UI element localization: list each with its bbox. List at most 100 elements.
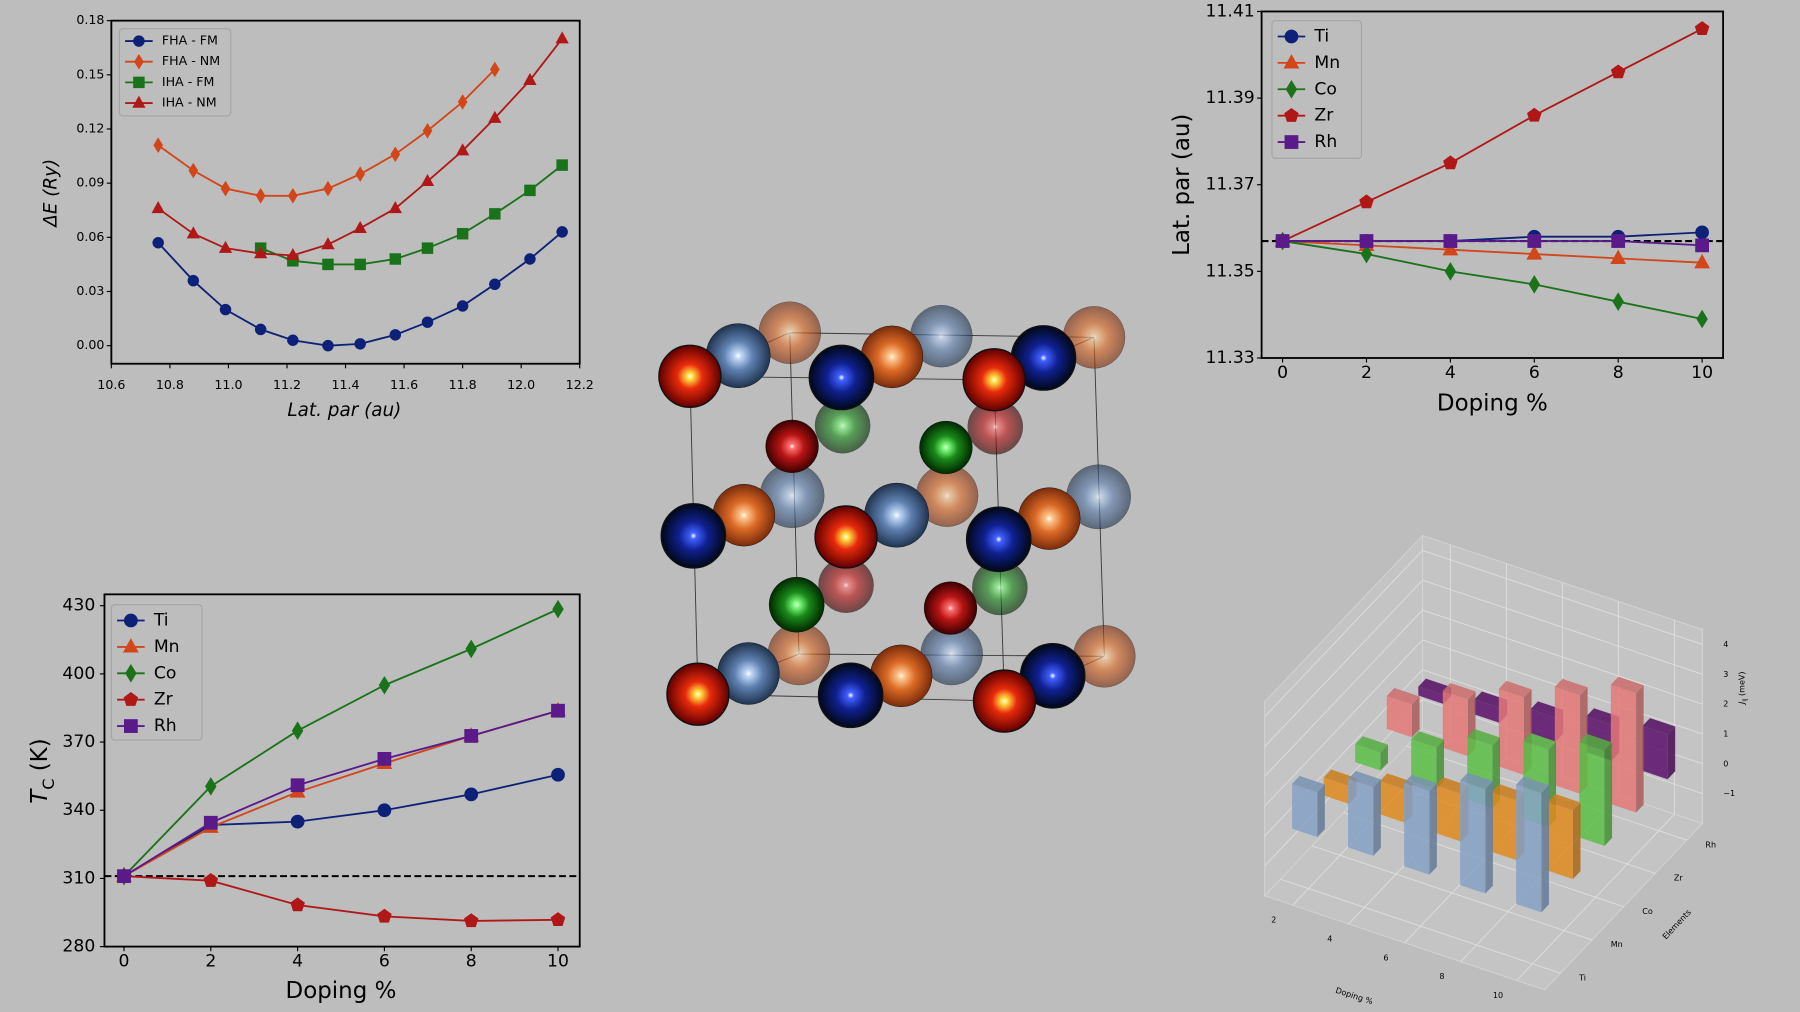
- legend-frame: [118, 28, 232, 117]
- legend-label: Co: [1314, 79, 1337, 99]
- bar-top: [1516, 776, 1549, 794]
- y-tick-label: 0.15: [76, 66, 104, 81]
- legend-label: FHA - FM: [162, 33, 218, 48]
- marker: [151, 201, 165, 214]
- bar-side: [1572, 802, 1581, 880]
- bar-top: [1348, 770, 1381, 788]
- marker: [378, 675, 391, 695]
- y-axis-label: ΔE (Ry): [41, 159, 62, 229]
- marker: [1611, 234, 1626, 248]
- x-tick-label: 8: [1439, 972, 1444, 981]
- x-tick-label: 2: [1361, 363, 1372, 383]
- marker: [254, 323, 267, 336]
- marker: [218, 240, 233, 253]
- bar: [1386, 688, 1420, 738]
- bar-front: [1323, 777, 1349, 804]
- marker: [1695, 225, 1709, 240]
- series-line: [123, 608, 559, 877]
- marker: [125, 663, 137, 683]
- bar: [1355, 736, 1388, 771]
- marker: [1360, 244, 1373, 264]
- z-axis-label-part: J: [1737, 701, 1746, 706]
- marker: [390, 146, 401, 163]
- marker: [1694, 21, 1710, 35]
- z-tick-label: 3: [1723, 670, 1728, 679]
- y-tick-label: Mn: [1611, 940, 1623, 949]
- bar-top: [1554, 678, 1588, 696]
- bar-front: [1554, 686, 1581, 794]
- marker: [1527, 107, 1542, 122]
- marker: [1610, 64, 1626, 79]
- z-axis-label: Jij (meV): [1737, 671, 1748, 706]
- y-axis-label: Lat. par (au): [1169, 114, 1195, 256]
- y-tick-label: 0.18: [76, 12, 104, 27]
- bar-front: [1442, 690, 1468, 757]
- marker: [1275, 234, 1290, 248]
- z-tick-label: 1: [1723, 729, 1728, 738]
- legend-label: Zr: [1314, 106, 1334, 126]
- marker: [354, 338, 366, 350]
- marker: [556, 226, 568, 238]
- marker: [286, 247, 300, 261]
- marker: [488, 110, 502, 123]
- marker: [123, 719, 138, 733]
- marker: [556, 159, 568, 171]
- grid-line: [1264, 579, 1423, 747]
- y-tick-label: 0.00: [76, 337, 104, 352]
- marker: [524, 253, 536, 265]
- bar: [1292, 775, 1325, 838]
- x-tick-label: 12.2: [566, 377, 594, 392]
- marker: [203, 815, 218, 830]
- bar-front: [1547, 802, 1573, 880]
- marker: [464, 787, 479, 802]
- atom: [962, 348, 1026, 412]
- bar: [1642, 718, 1676, 780]
- bar-side: [1380, 744, 1388, 771]
- marker: [1612, 292, 1624, 311]
- x-tick-label: 6: [1383, 953, 1388, 962]
- bar-top: [1642, 718, 1676, 735]
- x-tick-label: 10.6: [97, 377, 125, 392]
- x-tick-label: 10: [547, 952, 569, 972]
- marker: [389, 253, 402, 265]
- bar-top: [1579, 733, 1613, 751]
- marker: [123, 692, 139, 706]
- y-axis-label-part: C: [39, 779, 58, 790]
- marker: [464, 729, 479, 743]
- marker: [463, 913, 479, 928]
- marker: [220, 180, 231, 197]
- x-tick-label: 11.6: [390, 377, 418, 392]
- bar-top: [1547, 794, 1581, 811]
- y-tick-label: 11.39: [1205, 88, 1254, 108]
- series-line: [260, 164, 563, 266]
- bar-top: [1404, 774, 1437, 792]
- bar-top: [1386, 688, 1420, 705]
- marker: [1526, 245, 1543, 260]
- bar-front: [1386, 695, 1412, 738]
- marker: [1610, 249, 1627, 264]
- legend-label: IHA - NM: [162, 95, 217, 110]
- bar-front: [1516, 784, 1542, 913]
- series-line: [1282, 27, 1703, 242]
- x-tick-label: 4: [1327, 934, 1332, 943]
- atom: [808, 344, 875, 411]
- atom: [814, 505, 878, 569]
- y-tick-label: Ti: [1578, 973, 1586, 982]
- x-tick-label: 8: [466, 952, 477, 972]
- marker: [123, 613, 138, 628]
- line-chart: 0 2 4 6 8 10 280 310 340 370 400 430 Ti Mn Co Zr Rh Dopin…: [27, 593, 581, 1004]
- marker: [1284, 29, 1299, 44]
- marker: [490, 61, 500, 78]
- legend-frame: [1271, 20, 1363, 159]
- y-tick-label: 280: [62, 937, 95, 957]
- bar-front: [1498, 688, 1525, 775]
- marker: [1527, 234, 1542, 248]
- grid-line: [1264, 609, 1423, 777]
- marker: [456, 227, 469, 240]
- y-tick-label: 340: [62, 800, 95, 820]
- bar-top: [1292, 775, 1325, 793]
- z-tick-label: 0: [1723, 759, 1728, 768]
- y-tick-label: 11.37: [1205, 175, 1254, 195]
- marker: [188, 162, 199, 179]
- marker: [187, 274, 200, 287]
